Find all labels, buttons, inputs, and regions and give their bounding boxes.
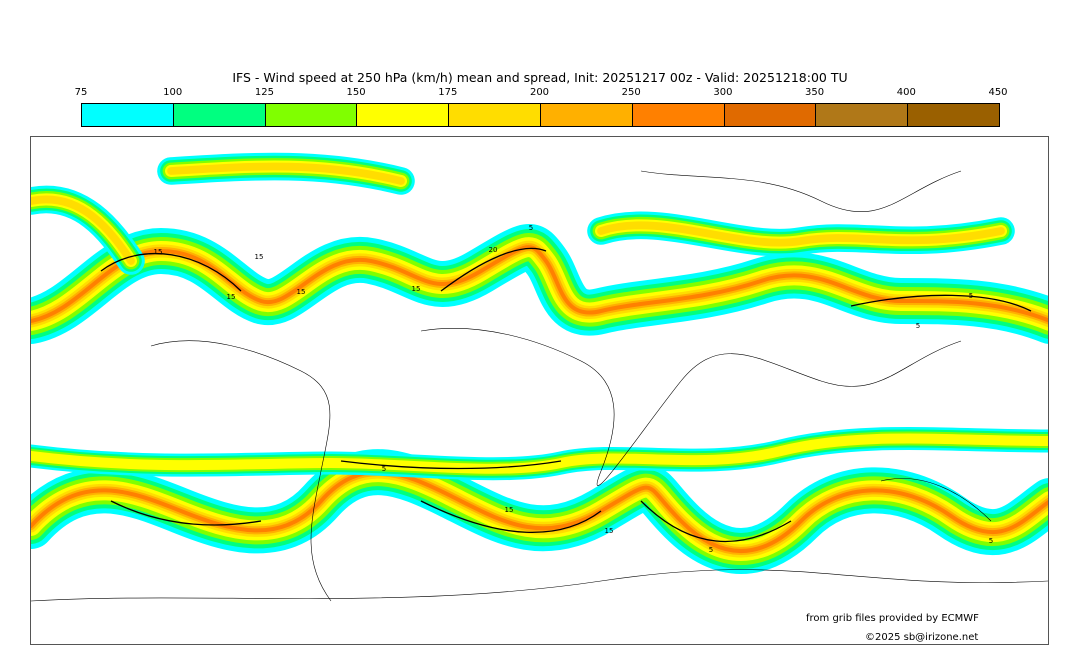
copyright-credit: ©2025 sb@irizone.net [865, 632, 979, 643]
coastlines [30, 170, 1049, 602]
coastline-antarctica [30, 569, 1049, 602]
legend-tick-label: 150 [346, 87, 366, 98]
legend-tick-label: 250 [621, 87, 641, 98]
spread-contours [100, 247, 1032, 543]
legend-tick-label: 100 [163, 87, 183, 98]
legend-tick-label: 300 [713, 87, 733, 98]
map-title: IFS - Wind speed at 250 hPa (km/h) mean … [232, 70, 848, 85]
legend-tick-label: 75 [74, 87, 88, 98]
legend-swatch [816, 104, 909, 126]
jet-stream-band [29, 245, 1052, 323]
contour-label: 20 [489, 246, 498, 254]
contour-label: 5 [969, 292, 973, 300]
legend-swatch [357, 104, 450, 126]
contour-label: 15 [154, 248, 163, 256]
legend-swatch [265, 104, 358, 126]
contour-label: 5 [709, 546, 713, 554]
legend-swatch [632, 104, 725, 126]
jet-stream-band [27, 195, 135, 265]
contour-label: 15 [605, 527, 614, 535]
coastline-afro-eurasia [420, 328, 962, 486]
legend-tick-label: 200 [529, 87, 550, 98]
legend-tick-label: 125 [254, 87, 274, 98]
legend-swatch [908, 104, 999, 126]
contour-label: 5 [989, 537, 993, 545]
coastline-australia [880, 478, 992, 522]
contour-label: 5 [916, 322, 920, 330]
legend-swatch [173, 104, 266, 126]
contour-label: 15 [227, 293, 236, 301]
contour-label: 15 [297, 288, 306, 296]
legend-tick-label: 175 [438, 87, 458, 98]
contour-label: 5 [382, 465, 386, 473]
contour-label: 15 [505, 506, 514, 514]
contour-labels: 15 15 15 15 20 5 15 5 5 5 15 15 5 5 [154, 224, 994, 554]
legend-tick-label: 400 [896, 87, 916, 98]
jet-stream-band [26, 433, 1055, 474]
coastline-north [640, 170, 962, 212]
legend-swatch [540, 104, 633, 126]
contour-label: 15 [412, 285, 421, 293]
legend-swatch [449, 104, 541, 126]
legend-tick-label: 350 [805, 87, 825, 98]
legend-swatch [724, 104, 817, 126]
color-legend-bar [81, 103, 1000, 127]
contour-label: 5 [529, 224, 533, 232]
jet-stream-band [597, 221, 1005, 247]
jet-stream-band [167, 162, 405, 185]
legend-swatch [82, 104, 174, 126]
data-source-credit: from grib files provided by ECMWF [806, 613, 979, 624]
wind-speed-map: 15 15 15 15 20 5 15 5 5 5 15 15 5 5 [8, 136, 1073, 645]
contour-label: 15 [255, 253, 264, 261]
legend-tick-label: 450 [988, 87, 1008, 98]
map-canvas: 15 15 15 15 20 5 15 5 5 5 15 15 5 5 [8, 152, 1073, 602]
coastline-americas [150, 340, 332, 602]
